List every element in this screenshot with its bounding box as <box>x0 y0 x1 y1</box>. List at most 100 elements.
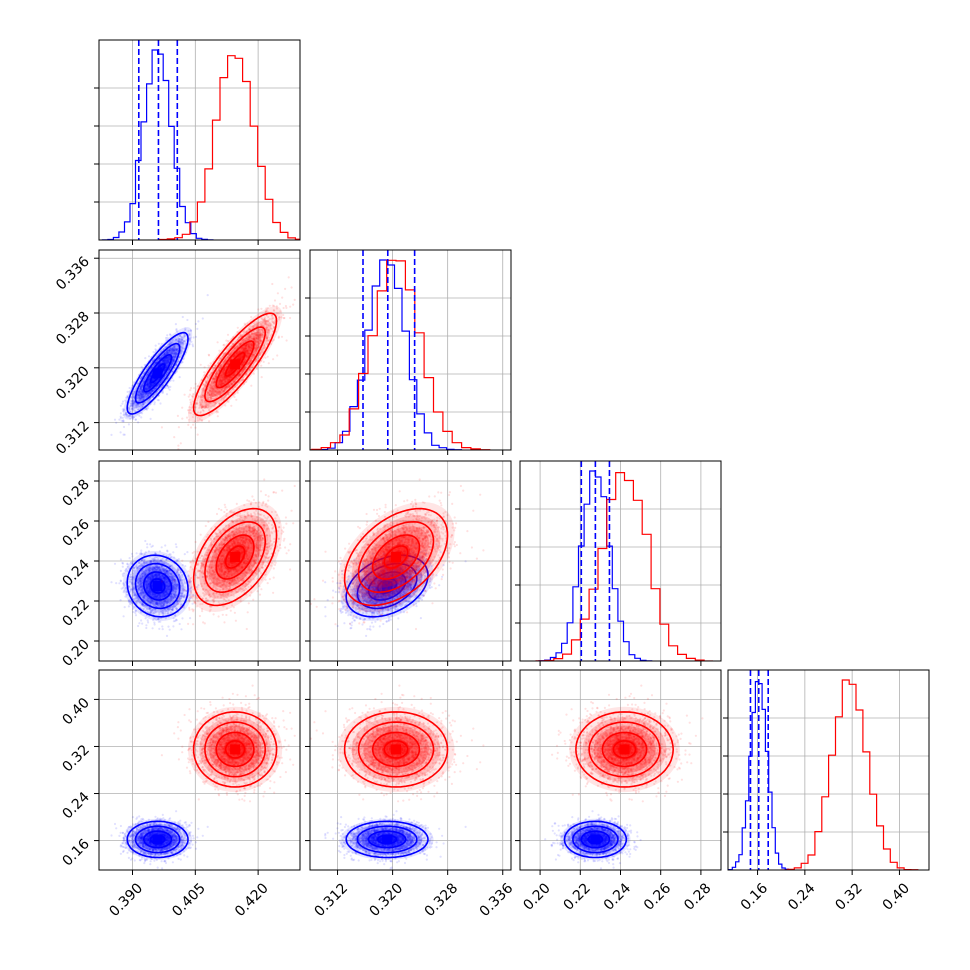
scatter-point <box>132 416 135 419</box>
scatter-point <box>163 359 166 362</box>
scatter-point <box>139 398 142 401</box>
scatter-point <box>168 348 171 351</box>
scatter-point <box>147 407 150 410</box>
scatter-point <box>153 401 156 404</box>
scatter-point <box>133 402 136 405</box>
x-tick-label: 0.32 <box>832 880 865 913</box>
scatter-point <box>183 340 186 343</box>
scatter-point <box>147 392 150 395</box>
scatter-point <box>144 357 147 360</box>
scatter-point <box>148 386 151 389</box>
scatter-point <box>189 336 192 339</box>
scatter-point <box>126 390 129 393</box>
scatter-point <box>156 360 159 363</box>
scatter-point <box>175 329 178 332</box>
scatter-point <box>161 378 165 381</box>
scatter-point <box>145 407 148 410</box>
scatter-point <box>147 355 151 358</box>
scatter-point <box>281 296 284 299</box>
scatter-point <box>280 335 284 338</box>
y-tick-label: 0.328 <box>53 309 93 349</box>
scatter-point <box>150 384 153 387</box>
scatter-point <box>172 349 175 352</box>
panel-frame <box>519 460 722 662</box>
scatter-point <box>147 382 150 385</box>
scatter-point <box>187 423 190 426</box>
scatter-point <box>137 421 140 424</box>
scatter-point <box>169 348 172 351</box>
scatter-point <box>148 385 151 388</box>
scatter-point <box>257 308 260 311</box>
scatter-point <box>121 416 124 419</box>
scatter-point <box>192 387 196 390</box>
scatter-point <box>149 383 152 386</box>
scatter-point <box>179 341 183 344</box>
scatter-point <box>168 349 171 352</box>
scatter-point <box>155 385 158 388</box>
scatter-point <box>138 396 141 399</box>
scatter-point <box>197 320 200 323</box>
scatter-point <box>171 361 174 364</box>
scatter-point <box>137 390 140 393</box>
scatter-point <box>141 389 144 393</box>
scatter-point <box>172 338 175 342</box>
scatter-point <box>163 361 166 364</box>
scatter-point <box>144 392 147 395</box>
scatter-point <box>172 348 175 352</box>
scatter-point <box>140 392 143 395</box>
scatter-point <box>169 333 172 336</box>
histogram-series-0 <box>101 49 214 240</box>
scatter-point <box>146 380 149 383</box>
scatter-point <box>164 336 168 340</box>
scatter-point <box>272 358 275 361</box>
histogram-panel-3: 0.16 0.24 0.32 0.40 <box>723 669 930 914</box>
scatter-point <box>152 383 156 386</box>
scatter-point <box>141 390 144 393</box>
scatter-point <box>168 349 171 352</box>
scatter-point <box>174 323 177 326</box>
scatter-point <box>171 359 174 362</box>
scatter-point <box>180 350 184 353</box>
scatter-point <box>172 355 175 358</box>
scatter-point <box>180 336 183 339</box>
scatter-point <box>192 423 195 426</box>
scatter-point <box>160 380 163 383</box>
scatter-point <box>168 349 171 352</box>
scatter-point <box>138 399 141 402</box>
scatter-point <box>282 313 285 317</box>
scatter-point <box>147 385 150 388</box>
y-tick-label: 0.20 <box>59 637 92 670</box>
scatter-point <box>138 396 141 400</box>
scatter-point <box>292 303 295 306</box>
scatter-point <box>151 390 155 393</box>
scatter-point <box>149 385 152 388</box>
scatter-point <box>134 403 137 407</box>
scatter-point <box>171 358 174 361</box>
scatter-point <box>146 382 149 386</box>
scatter-point <box>163 353 166 356</box>
scatter-point <box>168 358 171 361</box>
scatter-point <box>131 403 135 406</box>
scatter-point <box>174 355 177 358</box>
scatter-point <box>132 409 135 412</box>
scatter-point <box>166 349 169 352</box>
scatter-point <box>189 329 192 332</box>
scatter-point <box>147 386 150 389</box>
scatter-point <box>163 353 166 356</box>
scatter-point <box>118 418 121 421</box>
scatter-point <box>140 386 143 389</box>
scatter-point <box>174 353 177 356</box>
scatter-point <box>189 338 192 341</box>
scatter-point <box>289 305 292 308</box>
scatter-point <box>208 420 211 423</box>
scatter-point <box>153 382 156 385</box>
scatter-point <box>131 407 134 410</box>
scatter-point <box>196 433 199 436</box>
scatter-point <box>160 342 163 345</box>
scatter-point <box>172 355 175 358</box>
y-tick-label: 0.28 <box>59 477 92 510</box>
scatter-point <box>190 426 193 429</box>
scatter-point <box>186 551 189 554</box>
scatter-point <box>150 374 153 377</box>
